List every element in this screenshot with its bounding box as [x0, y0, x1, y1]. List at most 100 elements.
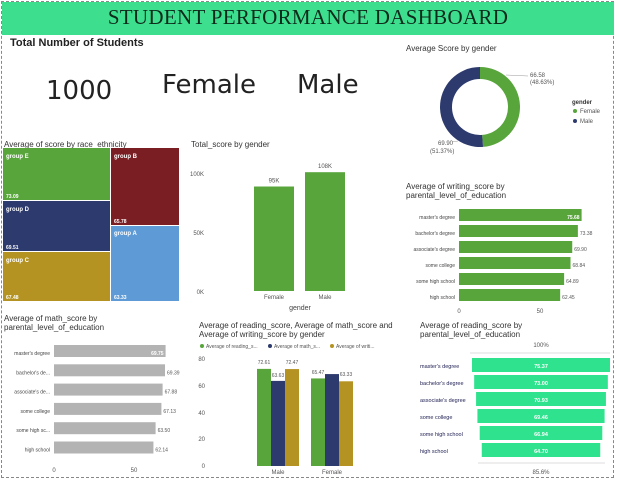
total-ytick-100k: 100K [190, 172, 204, 178]
legend-writing: Average of writi... [336, 344, 375, 350]
clustered-bars [257, 368, 353, 466]
total-ytick-0k: 0K [197, 290, 204, 296]
bar-value-label: 67.88 [165, 390, 178, 396]
funnel-bar[interactable] [477, 409, 605, 423]
funnel-bar[interactable] [476, 392, 606, 406]
treemap-label-group-d: group D [6, 207, 30, 213]
kpi-student-count: 1000 [46, 76, 113, 106]
funnel-bottom-pct: 85.6% [532, 470, 550, 476]
funnel-category-label: some high school [420, 432, 463, 438]
treemap-label-group-e: group E [6, 154, 29, 160]
funnel-top-pct: 100% [533, 343, 549, 349]
math-xtick-50: 50 [131, 468, 138, 474]
treemap-cell-group-b[interactable] [111, 148, 179, 225]
bar[interactable] [459, 289, 561, 301]
clustered-bar[interactable] [257, 368, 271, 466]
legend-female-dot [573, 109, 577, 113]
donut-slice-female[interactable] [480, 67, 520, 147]
clustered-bar[interactable] [285, 369, 299, 466]
funnel-bar[interactable] [481, 443, 601, 457]
bar[interactable] [459, 225, 578, 237]
donut-slice-male[interactable] [440, 67, 484, 147]
total-cat-female: Female [264, 295, 285, 301]
bar-value-label: 69.75 [151, 351, 164, 357]
bar-value-label: 63.50 [158, 428, 171, 434]
funnel-value-label: 75.37 [534, 364, 548, 370]
donut-chart[interactable]: 66.58 (48.63%) 69.90 (51.37%) gender Fem… [430, 55, 610, 165]
kpi-title: Total Number of Students [10, 37, 144, 49]
bar-value-label: 62.45 [562, 295, 575, 301]
math-chart[interactable]: master's degree 69.75 bachelor's de... 69.3… [3, 337, 188, 477]
math-xtick-0: 0 [52, 468, 56, 474]
treemap-title: Average of score by race_ethnicity [4, 140, 127, 149]
total-score-chart[interactable]: 100K 50K 0K 95K 108K Female Male gender [185, 150, 355, 315]
legend-writing-dot [330, 344, 334, 348]
clustered-title: Average of reading_score, Average of mat… [199, 321, 393, 339]
funnel-value-label: 73.00 [534, 381, 548, 387]
funnel-chart[interactable]: 100% master's degree 75.37 bachelor's degr… [410, 338, 615, 478]
bar-category-label: some college [21, 409, 51, 415]
total-bar-female[interactable] [254, 186, 294, 292]
total-xlabel: gender [289, 305, 311, 312]
funnel-value-label: 69.46 [534, 415, 548, 421]
total-ytick-50k: 50K [193, 231, 204, 237]
funnel-title: Average of reading_score by parental_lev… [420, 321, 523, 339]
treemap-cell-group-e[interactable] [3, 148, 110, 200]
bar-category-label: some high sc... [16, 428, 50, 434]
bar-value-label: 64.89 [566, 279, 579, 285]
funnel-category-label: some college [420, 415, 452, 421]
treemap-value-group-d: 69.51 [6, 245, 19, 251]
bar[interactable] [54, 441, 154, 454]
total-label-female: 95K [269, 179, 280, 185]
donut-female-value: 66.58 [530, 73, 546, 79]
bar[interactable] [459, 257, 571, 269]
clustered-bar[interactable] [311, 378, 325, 466]
clustered-label-4: 63.33 [340, 372, 353, 378]
bar-value-label: 69.90 [574, 247, 587, 253]
funnel-value-label: 70.93 [534, 398, 548, 404]
bar[interactable] [459, 273, 565, 285]
donut-title: Average Score by gender [406, 44, 497, 53]
clustered-label-3: 65.47 [312, 370, 325, 376]
treemap-cell-group-a[interactable] [111, 226, 179, 301]
bar[interactable] [54, 345, 166, 357]
funnel-bar[interactable] [472, 358, 610, 372]
treemap-chart[interactable]: group E 73.09 group B 65.78 group D 69.5… [3, 148, 179, 301]
clustered-bar[interactable] [325, 374, 339, 466]
treemap-cell-group-d[interactable] [3, 201, 110, 251]
bar-category-label: some high school [416, 279, 455, 285]
clustered-bar[interactable] [339, 381, 353, 466]
total-cat-male: Male [318, 295, 332, 301]
bar[interactable] [54, 364, 166, 377]
bar-category-label: high school [25, 448, 50, 454]
bar[interactable] [54, 402, 162, 415]
donut-leader-female [505, 74, 529, 77]
legend-math-dot [268, 344, 272, 348]
clustered-chart[interactable]: Average of reading_s... Average of math_… [195, 340, 405, 480]
total-bar-male[interactable] [305, 172, 345, 291]
math-bars: master's degree 69.75 bachelor's de... 69.3… [14, 345, 180, 454]
funnel-bar[interactable] [474, 375, 608, 389]
bar-value-label: 62.14 [155, 448, 168, 454]
treemap-value-group-c: 67.48 [6, 295, 19, 301]
clustered-label-0: 72.61 [258, 360, 271, 366]
bar[interactable] [54, 383, 163, 396]
writing-chart[interactable]: master's degree 75.68 bachelor's degree 73.… [400, 203, 610, 315]
funnel-category-label: high school [420, 449, 448, 455]
bar[interactable] [459, 209, 582, 221]
bar-category-label: some college [426, 263, 456, 269]
dashboard-title: STUDENT PERFORMANCE DASHBOARD [107, 5, 509, 29]
clustered-cat-male: Male [271, 470, 285, 476]
funnel-bar[interactable] [479, 426, 603, 440]
bar[interactable] [459, 241, 573, 253]
bar-category-label: master's degree [419, 215, 455, 221]
bar[interactable] [54, 422, 156, 435]
bar-value-label: 73.38 [580, 231, 593, 237]
writing-title: Average of writing_score by parental_lev… [406, 182, 507, 200]
treemap-value-group-a: 63.33 [114, 295, 127, 301]
treemap-cell-group-c[interactable] [3, 252, 110, 301]
clustered-bar[interactable] [271, 380, 285, 466]
writing-bars: master's degree 75.68 bachelor's degree 73.… [413, 209, 593, 301]
bar-category-label: bachelor's de... [16, 370, 50, 376]
